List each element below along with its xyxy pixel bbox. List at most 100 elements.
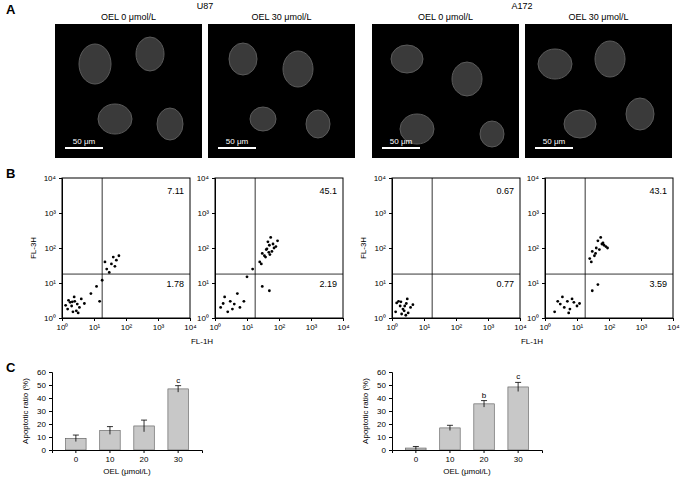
tick: 10²: [604, 318, 616, 332]
tick: 10⁴: [197, 174, 215, 183]
y-axis: 10⁰10¹10²10³10⁴: [197, 174, 216, 323]
tick-label: 10: [106, 455, 115, 464]
tick-label: 10³: [153, 323, 165, 332]
tick: 10¹: [197, 279, 215, 288]
dot: [226, 310, 229, 313]
tick-mark: [49, 398, 52, 399]
dot: [229, 300, 232, 303]
tick-mark: [59, 318, 62, 319]
dot: [406, 298, 409, 301]
tick-mark: [49, 437, 52, 438]
axis-title: OEL (μmol/L): [103, 467, 151, 476]
x-axis: 10⁰10¹10²10³10⁴: [387, 318, 528, 332]
tick-mark: [343, 318, 344, 321]
axis-line: [216, 319, 344, 322]
nucleus: [595, 41, 625, 77]
dot: [118, 254, 121, 257]
panel-letter: B: [6, 166, 15, 181]
bar: [440, 428, 460, 450]
tick-label: 30: [377, 407, 386, 416]
tick-mark: [389, 213, 392, 214]
tick: 10⁰: [527, 314, 545, 323]
plot-area: [392, 178, 520, 318]
tick: 10²: [197, 244, 215, 253]
gate-line: [215, 274, 343, 275]
axis-line: [53, 451, 203, 454]
gate-line: [255, 178, 256, 318]
dot: [110, 263, 113, 266]
bar: [474, 404, 494, 450]
tick-label: 10³: [527, 209, 539, 218]
tick: 50: [37, 381, 52, 390]
x-axis: 0102030: [393, 450, 543, 464]
tick: 40: [377, 394, 392, 403]
quadrant-value: 0.67: [496, 186, 514, 196]
dot: [572, 301, 575, 304]
dot: [576, 305, 579, 308]
tick: 40: [37, 394, 52, 403]
axis-line: [393, 319, 521, 322]
tick-mark: [247, 318, 248, 321]
dot: [222, 302, 225, 305]
dot: [242, 300, 245, 303]
tick: 10³: [153, 318, 165, 332]
tick-label: 10²: [527, 244, 539, 253]
dot: [594, 252, 597, 255]
scale-bar-label: 50 μm: [543, 137, 566, 146]
tick-mark: [577, 318, 578, 321]
tick-mark: [109, 450, 110, 453]
tick-label: 0: [74, 455, 79, 464]
dot: [114, 265, 117, 268]
tick: 10²: [274, 318, 286, 332]
axis-line: [546, 319, 674, 322]
dot: [272, 243, 275, 246]
x-axis: 10⁰10¹10²10³10⁴: [540, 318, 681, 332]
dot: [567, 311, 570, 314]
dot: [597, 283, 600, 286]
tick-mark: [542, 213, 545, 214]
micrograph: [208, 24, 355, 158]
tick-mark: [389, 283, 392, 284]
dot: [606, 247, 609, 250]
micrograph: [525, 24, 672, 158]
tick-label: 10⁴: [184, 323, 197, 332]
dot: [399, 305, 402, 308]
axis-title: Apoptotic ratio (%): [361, 378, 370, 444]
tick-mark: [212, 283, 215, 284]
tick-mark: [178, 450, 179, 453]
dot: [268, 244, 271, 247]
tick-label: 10¹: [374, 279, 386, 288]
significance-label: c: [176, 376, 180, 385]
dot: [236, 292, 239, 295]
x-axis: 10⁰10¹10²10³10⁴: [210, 318, 351, 332]
tick-label: 40: [37, 394, 46, 403]
dot: [597, 239, 600, 242]
gate-line: [62, 274, 190, 275]
dot: [591, 250, 594, 253]
tick: 10: [106, 450, 115, 464]
tick-label: 10⁰: [210, 323, 222, 332]
error-cap: [447, 425, 453, 426]
scale-bar: [535, 147, 573, 149]
nucleus: [538, 49, 572, 79]
quadrant-value: 3.59: [649, 279, 667, 289]
error-bar: [178, 386, 179, 393]
tick-label: 10¹: [242, 323, 254, 332]
tick-label: 10⁴: [374, 174, 387, 183]
tick: 20: [377, 420, 392, 429]
quadrant-value: 7.11: [167, 186, 184, 196]
axis-title: OEL (μmol/L): [443, 467, 491, 476]
tick-mark: [311, 318, 312, 321]
dot: [70, 305, 73, 308]
tick-label: 10¹: [197, 279, 209, 288]
dot: [404, 314, 407, 317]
tick-mark: [415, 450, 416, 453]
nucleus: [564, 110, 596, 138]
dot: [591, 289, 594, 292]
dot: [66, 308, 69, 311]
axis-line: [49, 373, 53, 451]
tick-mark: [389, 398, 392, 399]
bar: [508, 387, 528, 450]
dot: [412, 303, 415, 306]
tick: 10⁴: [337, 318, 350, 332]
